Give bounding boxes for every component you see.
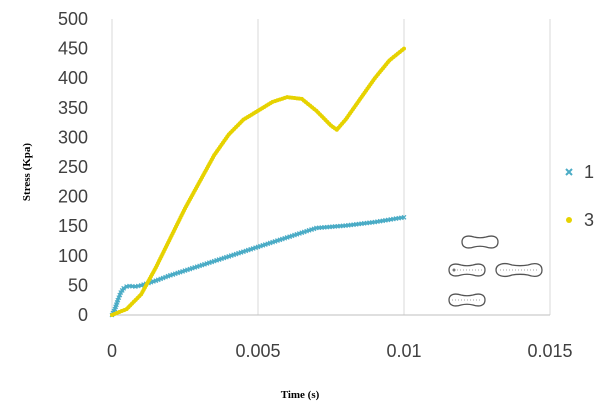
y-tick-label: 500 <box>58 9 88 29</box>
data-point <box>117 292 123 298</box>
y-tick-labels: 0 50 100 150 200 250 300 350 400 450 500 <box>58 9 88 325</box>
legend-marker-1 <box>565 168 573 176</box>
grid-lines <box>111 19 551 316</box>
data-point <box>115 297 121 303</box>
y-tick-label: 0 <box>78 305 88 325</box>
specimen-shapes-image <box>448 235 543 307</box>
specimen-shape <box>461 235 499 249</box>
series-3 <box>110 46 406 317</box>
x-tick-label: 0.015 <box>527 341 572 361</box>
y-tick-label: 50 <box>68 275 88 295</box>
y-tick-label: 300 <box>58 127 88 147</box>
x-axis-title: Time (s) <box>281 389 320 401</box>
legend: 13 <box>565 162 594 230</box>
y-axis-title: Stress (Kpa) <box>21 143 33 201</box>
y-tick-label: 350 <box>58 98 88 118</box>
data-point <box>121 285 127 291</box>
specimen-shape <box>448 263 486 277</box>
y-tick-label: 150 <box>58 216 88 236</box>
y-tick-label: 400 <box>58 68 88 88</box>
y-tick-label: 250 <box>58 157 88 177</box>
y-tick-label: 450 <box>58 39 88 59</box>
x-tick-label: 0.01 <box>386 341 421 361</box>
x-tick-labels: 0 0.005 0.01 0.015 <box>107 341 573 361</box>
legend-label-1: 1 <box>584 162 594 182</box>
y-tick-label: 100 <box>58 246 88 266</box>
legend-marker-3 <box>566 217 572 223</box>
series-1 <box>109 214 407 318</box>
data-point <box>116 295 122 301</box>
data-series <box>109 46 407 318</box>
legend-label-3: 3 <box>584 210 594 230</box>
specimen-shape <box>495 263 543 277</box>
specimen-shape <box>448 293 486 307</box>
y-tick-label: 200 <box>58 187 88 207</box>
x-tick-label: 0.005 <box>235 341 280 361</box>
x-tick-label: 0 <box>107 341 117 361</box>
data-point <box>401 214 407 220</box>
data-point <box>402 46 406 51</box>
